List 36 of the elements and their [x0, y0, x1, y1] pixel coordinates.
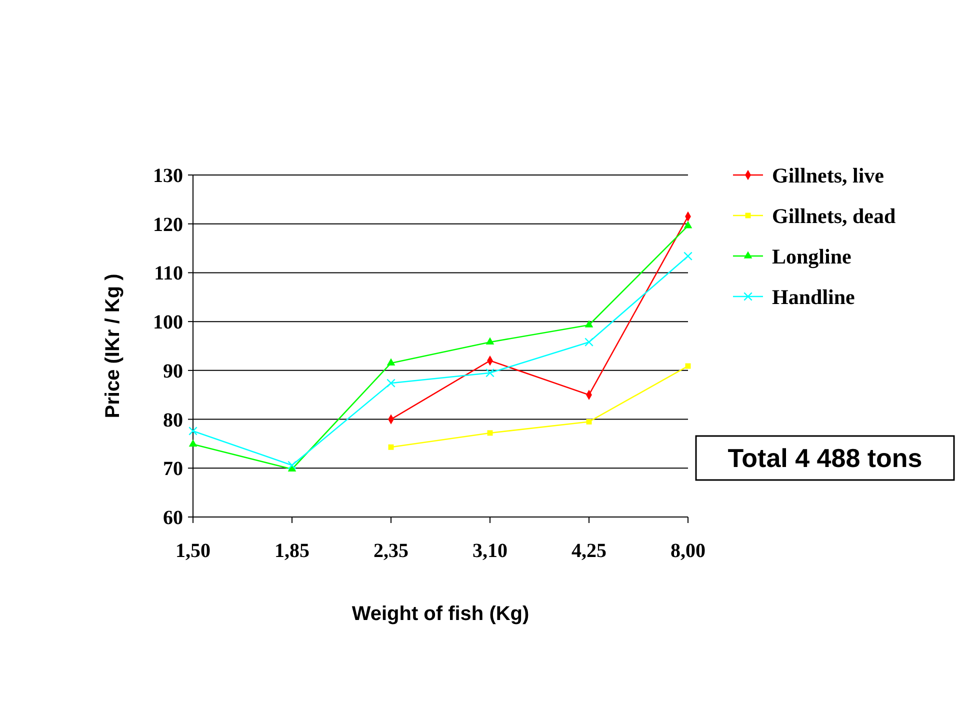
- point: [388, 444, 394, 450]
- x-tick-label: 1,50: [176, 540, 210, 562]
- point: [586, 418, 592, 424]
- point: [584, 320, 594, 328]
- legend-label: Gillnets, live: [772, 163, 884, 188]
- point: [386, 358, 396, 366]
- y-tick-label: 120: [153, 214, 183, 236]
- y-tick-label: 70: [163, 458, 183, 480]
- y-axis-title: Price (IKr / Kg ): [102, 274, 124, 418]
- y-tick-label: 60: [163, 507, 183, 529]
- y-tick-label: 110: [154, 262, 183, 285]
- point: [386, 378, 396, 388]
- x-axis-title: Weight of fish (Kg): [352, 603, 530, 625]
- y-tick-label: 90: [163, 360, 183, 382]
- point: [685, 363, 691, 369]
- legend-label: Handline: [772, 284, 855, 309]
- x-tick-label: 3,10: [472, 540, 508, 562]
- point: [486, 337, 494, 344]
- x-tick-label: 4,25: [572, 540, 606, 562]
- point: [684, 221, 692, 228]
- point: [584, 338, 594, 347]
- legend-label: Gillnets, dead: [772, 204, 896, 228]
- x-tick-label: 2,35: [374, 540, 408, 562]
- point: [288, 460, 296, 470]
- point: [188, 426, 198, 436]
- y-tick-label: 130: [153, 165, 183, 187]
- y-tick-label: 100: [153, 312, 183, 334]
- legend-label: Longline: [772, 244, 852, 268]
- x-tick-label: 1,85: [274, 540, 310, 562]
- point: [684, 252, 692, 261]
- point: [487, 430, 493, 436]
- y-tick-label: 80: [163, 409, 183, 432]
- point: [188, 439, 198, 447]
- point: [486, 368, 494, 378]
- text: Total 4 488 tons: [728, 443, 922, 474]
- x-tick-label: 8,00: [670, 540, 706, 562]
